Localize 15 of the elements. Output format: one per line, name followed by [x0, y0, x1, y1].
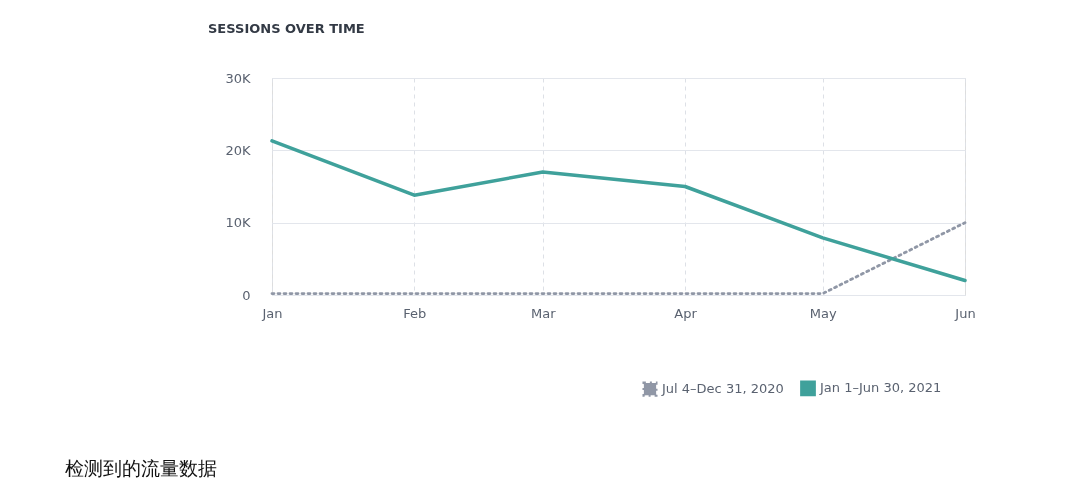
x-tick-label: Jan: [261, 305, 283, 321]
y-tick-label: 10K: [225, 215, 251, 231]
text: 检测到的流量数据: [65, 456, 217, 481]
y-tick-label: 20K: [225, 142, 251, 158]
x-tick-label: Jun: [954, 305, 976, 321]
chart-title: SESSIONS OVER TIME: [208, 21, 365, 36]
legend-label: Jul 4–Dec 31, 2020: [661, 381, 784, 397]
x-tick-label: May: [809, 305, 837, 321]
x-tick-label: Mar: [531, 305, 557, 321]
x-tick-label: Feb: [403, 305, 427, 321]
y-tick-label: 30K: [225, 70, 251, 86]
line-series: [270, 139, 967, 283]
legend-label: Jan 1–Jun 30, 2021: [819, 380, 942, 396]
y-tick-label: 0: [242, 287, 251, 303]
x-tick-label: Apr: [674, 305, 698, 321]
